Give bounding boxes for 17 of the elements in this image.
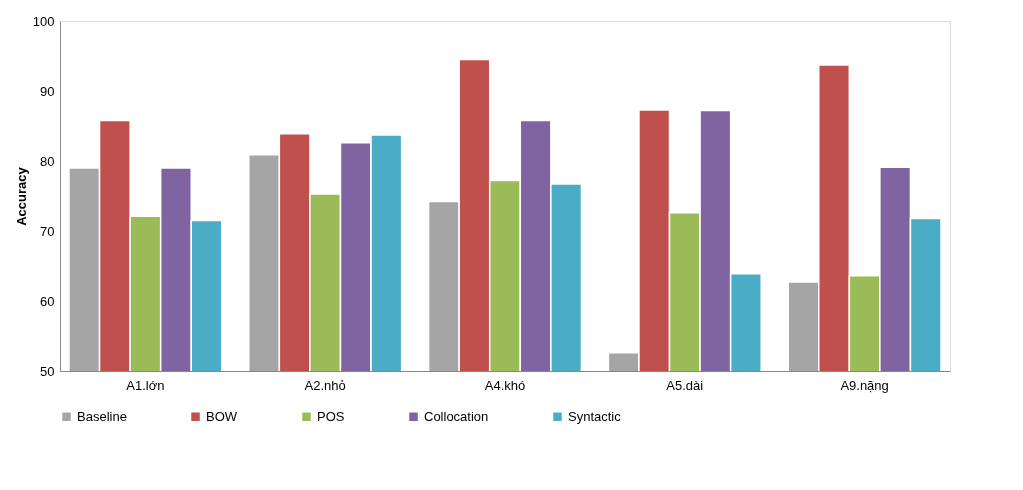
legend-label: POS bbox=[317, 408, 345, 424]
legend-label: Baseline bbox=[77, 408, 127, 424]
y-tick-label: 60 bbox=[40, 293, 55, 309]
y-tick-label: 90 bbox=[40, 83, 55, 99]
y-tick-label: 100 bbox=[32, 13, 55, 29]
y-axis-title: Accuracy bbox=[13, 166, 29, 226]
y-tick-label: 70 bbox=[40, 223, 55, 239]
x-tick-label: A5.dài bbox=[666, 377, 704, 393]
x-tick-label: A2.nhỏ bbox=[304, 377, 346, 393]
legend-label: BOW bbox=[206, 408, 238, 424]
legend-label: Syntactic bbox=[568, 408, 622, 424]
y-tick-label: 80 bbox=[40, 153, 55, 169]
legend-label: Collocation bbox=[424, 408, 489, 424]
x-tick-label: A9.nặng bbox=[840, 377, 889, 393]
y-tick-label: 50 bbox=[40, 363, 55, 379]
x-tick-label: A4.khó bbox=[484, 377, 526, 393]
x-tick-label: A1.lớn bbox=[126, 377, 165, 393]
